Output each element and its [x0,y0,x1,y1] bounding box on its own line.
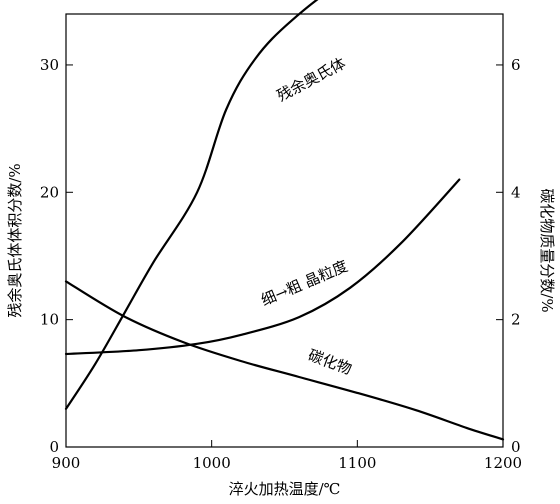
axes [65,13,504,448]
y-left-tick-label: 0 [49,438,59,456]
x-tick-label: 1100 [338,454,376,472]
series-annotation-1: 残余奥氏体 [274,54,349,105]
y-right-tick-label: 2 [511,311,521,329]
series-line-3 [64,280,505,441]
series-line-2 [64,178,461,356]
y-left-tick-label: 30 [40,56,59,74]
y-left-tick-label: 20 [40,183,59,201]
x-tick-label: 1200 [484,454,522,472]
y-left-tick-label: 10 [40,311,59,329]
y-right-tick-label: 0 [511,438,521,456]
plot-frame [65,13,504,448]
x-axis-label: 淬火加热温度/℃ [229,480,341,498]
series-annotation-2: 细→粗 晶粒度 [258,257,350,310]
y-right-tick-label: 4 [511,183,521,201]
series-line-1 [64,0,319,410]
x-tick-label: 1000 [193,454,231,472]
y-axis-label-left: 残余奥氏体体积分数/% [6,163,24,317]
x-tick-label: 900 [52,454,81,472]
series-annotation-3: 碳化物 [306,346,354,378]
y-right-tick-label: 6 [511,56,521,74]
series-group [64,0,505,441]
y-axis-label-right: 碳化物质量分数/% [538,188,556,312]
